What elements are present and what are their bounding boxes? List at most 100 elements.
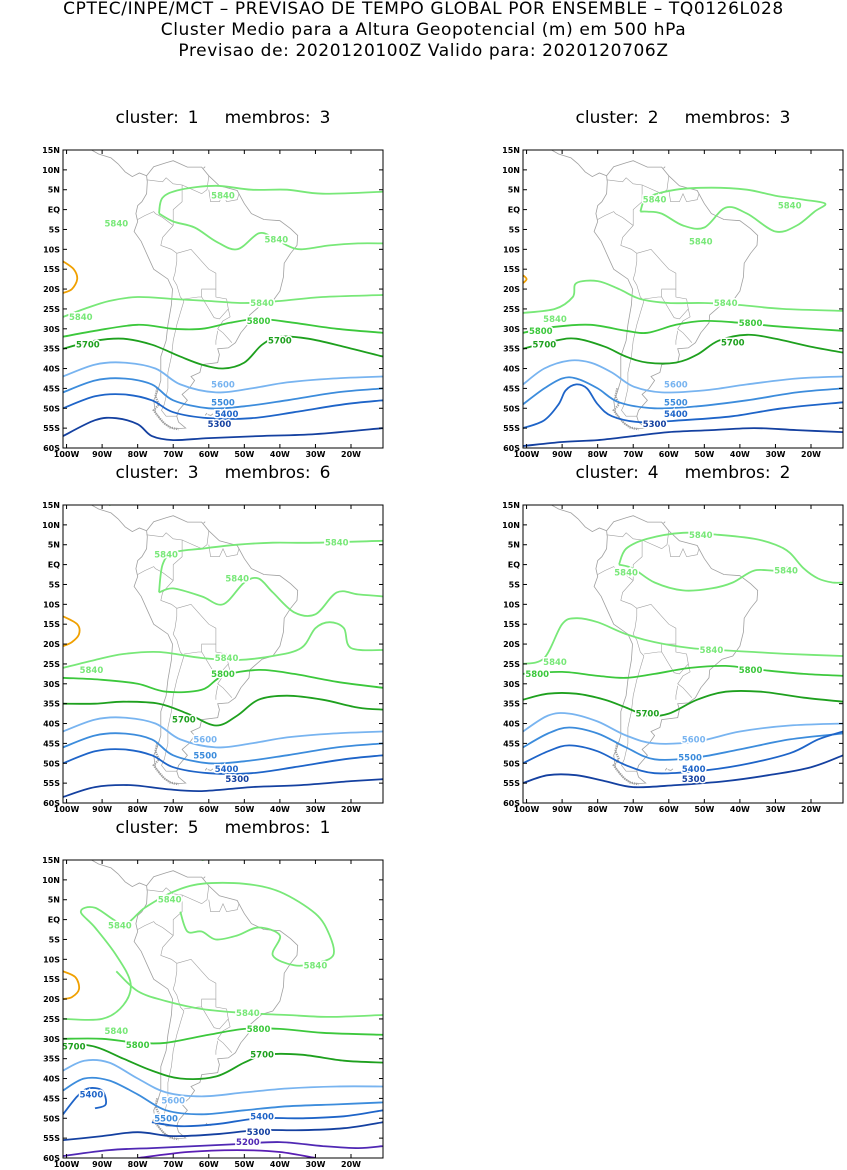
contour-label: 5840 [778,202,802,212]
members-label: membros: [684,463,771,483]
figure-title-line-3: Previsao de: 2020120100Z Valido para: 20… [178,41,669,61]
lon-tick-label: 80W [588,450,608,459]
south-america-coast [593,160,759,430]
contour-5840 [523,279,843,314]
lat-tick-label: 10N [502,521,520,530]
lon-tick-label: 70W [163,450,183,459]
contour-5400 [151,1109,383,1128]
patagonia-archipelago [612,388,639,431]
south-america-coast [133,160,299,430]
country-border [621,300,645,417]
contour-5700 [63,335,383,370]
contour-5700 [63,694,383,727]
contour-label: 5800 [247,1025,271,1035]
cluster-label: cluster: [115,818,179,838]
contour-5500 [63,377,383,410]
island-coast [541,500,546,502]
lat-tick-label: 20S [43,995,60,1004]
caribbean-coast [125,505,126,506]
lat-tick-label: 10N [42,166,60,175]
lon-tick-label: 90W [552,805,572,814]
lon-tick-label: 20W [801,450,821,459]
lat-tick-label: 5S [49,225,61,234]
members-label: membros: [224,463,311,483]
contour-label: 5800 [525,670,549,680]
country-border [201,999,229,1030]
lon-tick-label: 80W [128,450,148,459]
contour-label: 5400 [80,1090,104,1100]
cluster-label: cluster: [115,463,179,483]
central-america-coast [550,505,607,533]
map-frame [522,504,844,804]
contour-label: 5400 [215,765,239,775]
contour-5600 [63,1059,383,1098]
map-frame [522,149,844,449]
island-coast [663,521,666,524]
contour-label: 5800 [529,327,553,337]
contour-label: 5600 [211,380,235,390]
panel-title: cluster: 1 membros: 3 [63,108,383,128]
contour-5500 [63,732,383,765]
contour-5200 [63,1141,383,1157]
lon-tick-label: 40W [730,450,750,459]
lon-tick-label: 40W [270,1160,290,1169]
lat-tick-label: 15N [42,146,60,155]
contour-label: 5400 [250,1112,274,1122]
lat-tick-label: 10S [43,245,60,254]
contour-5300 [523,754,843,789]
country-border [176,958,217,1010]
cluster-panel-1: cluster: 1 membros: 3 5840 5840 5840 5840 5840 58… [0,108,390,459]
country-border [217,1018,233,1053]
contour-label: 5800 [247,317,271,327]
contour-label: 5200 [236,1138,260,1148]
lon-tick-label: 100W [54,805,80,814]
lat-tick-label: 30S [43,1035,60,1044]
lat-tick-label: 55S [503,779,520,788]
lon-tick-label: 60W [199,450,219,459]
contour-5400 [523,383,843,429]
lon-tick-label: 40W [270,805,290,814]
country-border [137,566,174,581]
lon-tick-label: 30W [305,805,325,814]
island-coast [204,767,208,771]
lon-tick-label: 100W [514,805,540,814]
lon-tick-label: 90W [552,450,572,459]
contour-label: 5840 [158,896,182,906]
lat-tick-label: 25S [43,1015,60,1024]
members-number: 3 [319,108,331,128]
lat-tick-label: 30S [43,325,60,334]
lon-tick-label: 100W [54,450,80,459]
panel-title: cluster: 5 membros: 1 [63,818,383,838]
caribbean-coast [585,150,586,151]
lat-tick-label: 15N [42,501,60,510]
contour-5400 [63,393,383,420]
lat-tick-label: 45S [503,384,520,393]
country-border [641,530,670,550]
contour-5880 [63,970,81,1000]
lat-tick-label: 40S [43,720,60,729]
contour-5800 [523,664,843,679]
island-coast [207,413,214,416]
figure-title-line-1: CPTEC/INPE/MCT – PREVISAO DE TEMPO GLOBA… [63,0,784,19]
cluster-label: cluster: [575,463,639,483]
country-border [176,603,217,655]
country-border [661,289,689,320]
island-coast [203,876,206,879]
lat-tick-label: 50S [43,1114,60,1123]
caribbean-coast [125,150,126,151]
country-border [215,330,218,345]
lon-tick-label: 80W [128,1160,148,1169]
map-content: 5840 5840 5840 5840 5840 5800 5700 5700 5600 5500… [63,150,383,442]
island-coast [667,768,674,771]
patagonia-archipelago [152,388,179,431]
contour-5600 [63,361,383,394]
map-content: 5840 5840 5840 5840 5840 5800 5800 5700 5600 5500… [523,500,843,789]
map-content: 5840584058405840584058005800570057005600… [63,860,383,1158]
country-border [668,544,700,558]
contour-5880 [63,260,79,294]
panel-title: cluster: 3 membros: 6 [63,463,383,483]
lon-tick-label: 40W [730,805,750,814]
contour-5840 [618,531,843,584]
lat-tick-label: 40S [43,365,60,374]
